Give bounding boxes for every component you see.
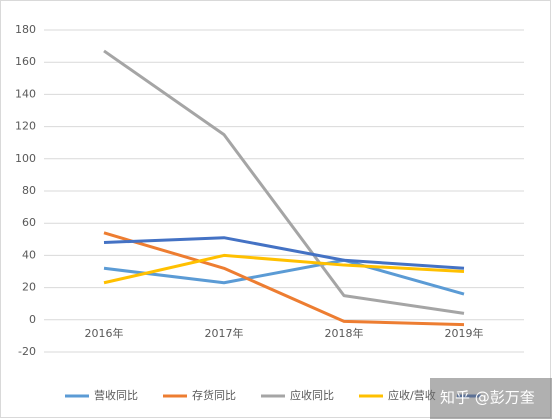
x-tick-label: 2018年 xyxy=(325,326,364,340)
series-line xyxy=(103,253,465,285)
series-line xyxy=(103,236,465,270)
watermark: 知乎 @彭万奎 xyxy=(440,389,535,407)
x-tick-label: 2019年 xyxy=(445,326,484,340)
legend-label: 应收同比 xyxy=(290,388,334,402)
x-tick-label: 2016年 xyxy=(85,326,124,340)
y-tick-label: 0 xyxy=(29,313,36,326)
series-line xyxy=(103,49,465,315)
plot-area: -20 0 20 40 60 80 100 120 140 160 180 2016年 2017年 201… xyxy=(15,23,524,402)
x-tick-label: 2017年 xyxy=(205,326,244,340)
legend-label: 应收/营收 xyxy=(388,388,436,402)
series-line xyxy=(103,258,465,296)
y-tick-label: 160 xyxy=(15,55,36,68)
watermark-bg xyxy=(430,378,552,419)
legend-label: 营收同比 xyxy=(94,388,138,402)
y-tick-label: 180 xyxy=(15,23,36,36)
y-tick-label: 140 xyxy=(15,87,36,100)
y-tick-label: 60 xyxy=(22,216,36,229)
y-tick-label: 120 xyxy=(15,120,36,133)
y-tick-label: 100 xyxy=(15,152,36,165)
y-tick-label: 40 xyxy=(22,248,36,261)
y-tick-label: -20 xyxy=(18,345,36,358)
legend-label: 存货同比 xyxy=(192,388,236,402)
y-tick-label: 20 xyxy=(22,281,36,294)
series-line xyxy=(103,231,465,327)
y-tick-label: 80 xyxy=(22,184,36,197)
